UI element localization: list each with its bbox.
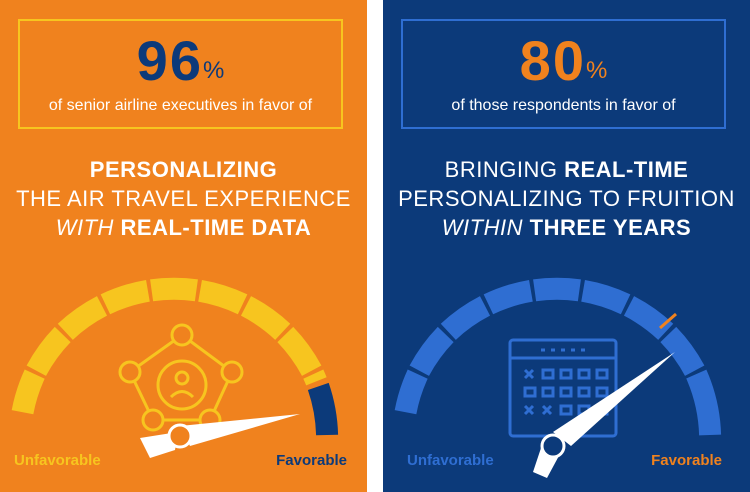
headline-line-1: BRINGING REAL-TIME (383, 155, 750, 184)
headline-bold-3: REAL-TIME DATA (120, 215, 312, 240)
gauge-needle (140, 414, 300, 458)
headline-line-2: THE AIR TRAVEL EXPERIENCE (16, 186, 351, 211)
gauge-segment (409, 326, 454, 377)
gauge-segment (57, 296, 108, 340)
gauge-segment (533, 277, 581, 302)
stat-description: of those respondents in favor of (451, 97, 676, 114)
stat-number: 96% (20, 29, 341, 93)
headline-bold-1: PERSONALIZING (89, 157, 278, 182)
left-panel: 96% of senior airline executives in favo… (0, 0, 367, 492)
gauge-segment (100, 279, 151, 315)
stat-unit: % (202, 57, 225, 84)
stat-value: 96 (136, 29, 203, 92)
headline-line-3: WITHIN THREE YEARS (383, 213, 750, 242)
headline-text-1: BRINGING (444, 157, 558, 182)
gauge-segment-favorable (307, 382, 339, 436)
headline: BRINGING REAL-TIME PERSONALIZING TO FRUI… (383, 155, 750, 242)
gauge-segment (277, 326, 322, 377)
headline-line-3: WITH REAL-TIME DATA (0, 213, 367, 242)
gauge-segment (660, 326, 705, 377)
headline-line-2: PERSONALIZING TO FRUITION (398, 186, 735, 211)
gauge-label-unfavorable: Unfavorable (407, 452, 494, 469)
stat-box: 80% of those respondents in favor of (401, 19, 726, 129)
headline-line-1: PERSONALIZING (0, 155, 367, 184)
gauge-segment (197, 279, 248, 315)
stat-description: of senior airline executives in favor of (48, 97, 313, 114)
gauge-label-favorable: Favorable (651, 452, 722, 469)
gauge-segment (623, 296, 674, 340)
gauge-segment (580, 279, 631, 315)
headline-italic: WITHIN (441, 215, 523, 240)
headline-italic: WITH (55, 215, 114, 240)
stat-box: 96% of senior airline executives in favo… (18, 19, 343, 129)
gauge-label-favorable: Favorable (276, 452, 347, 469)
gauge-segment (303, 369, 327, 386)
headline-bold-1: REAL-TIME (564, 157, 689, 182)
gauge (394, 277, 722, 478)
gauge-label-unfavorable: Unfavorable (14, 452, 101, 469)
gauge-needle (533, 352, 675, 478)
gauge-segment (240, 296, 291, 340)
gauge-segment (26, 326, 71, 377)
gauge-marker (659, 312, 677, 330)
right-panel: 80% of those respondents in favor of BRI… (383, 0, 750, 492)
gauge-segment (394, 369, 428, 415)
gauge-segment (686, 369, 722, 436)
stat-unit: % (585, 57, 608, 84)
gauge (11, 277, 339, 458)
calendar-icon (508, 338, 618, 438)
headline-bold-3: THREE YEARS (529, 215, 692, 240)
gauge-segment (483, 279, 534, 315)
gauge-segment (440, 296, 491, 340)
gauge-segment (150, 277, 198, 302)
stat-number: 80% (403, 29, 724, 93)
stat-value: 80 (519, 29, 586, 92)
user-network-icon (118, 323, 244, 432)
gauge-segment (11, 369, 45, 415)
headline: PERSONALIZING THE AIR TRAVEL EXPERIENCE … (0, 155, 367, 242)
